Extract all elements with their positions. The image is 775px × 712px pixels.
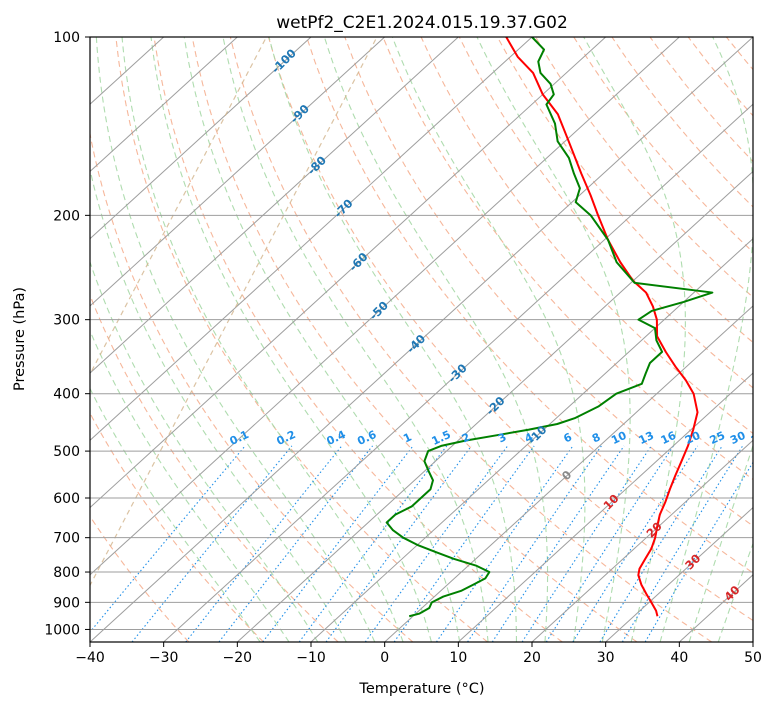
y-tick-label: 300 — [53, 313, 80, 329]
x-tick-label: 0 — [380, 650, 389, 666]
x-tick-label: −40 — [75, 650, 105, 666]
y-tick-label: 900 — [53, 595, 80, 611]
y-tick-label: 1000 — [44, 622, 80, 638]
y-tick-label: 500 — [53, 444, 80, 460]
x-tick-label: −10 — [296, 650, 326, 666]
x-tick-label: 10 — [449, 650, 467, 666]
y-axis-label: Pressure (hPa) — [12, 287, 28, 391]
x-tick-label: −20 — [223, 650, 253, 666]
y-tick-label: 700 — [53, 531, 80, 547]
x-tick-label: −30 — [149, 650, 179, 666]
x-tick-label: 40 — [670, 650, 688, 666]
x-tick-label: 30 — [597, 650, 615, 666]
chart-title: wetPf2_C2E1.2024.015.19.37.G02 — [276, 13, 568, 33]
y-tick-label: 400 — [53, 387, 80, 403]
x-tick-label: 20 — [523, 650, 541, 666]
y-tick-label: 800 — [53, 565, 80, 581]
x-tick-label: 50 — [744, 650, 762, 666]
y-tick-label: 600 — [53, 491, 80, 507]
y-tick-label: 200 — [53, 208, 80, 224]
x-axis-label: Temperature (°C) — [358, 681, 484, 697]
y-tick-label: 100 — [53, 30, 80, 46]
